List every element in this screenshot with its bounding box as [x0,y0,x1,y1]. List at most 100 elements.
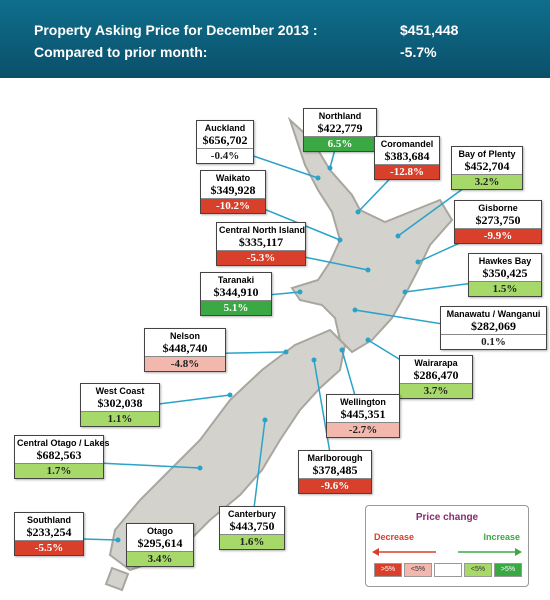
region-price: $378,485 [312,463,358,477]
leader-dot [365,267,371,273]
region-price: $286,470 [413,368,459,382]
region-name: Canterbury [227,509,276,519]
region-price: $350,425 [482,266,528,280]
region-box: Bay of Plenty $452,704 3.2% [451,146,523,190]
leader-dot [339,347,345,353]
region-change: 3.7% [400,383,472,398]
region-box: Taranaki $344,910 5.1% [200,272,272,316]
legend-key: >5% [374,563,402,577]
region-name: Wellington [340,397,386,407]
region-name: Southland [27,515,71,525]
leader-dot [283,349,289,355]
region-price: $344,910 [213,285,259,299]
region-box: Southland $233,254 -5.5% [14,512,84,556]
region-change: -9.9% [455,228,541,243]
region-box: Coromandel $383,684 -12.8% [374,136,440,180]
legend-decrease: Decrease [374,532,415,542]
legend-key: >5% [494,563,522,577]
region-box: Wellington $445,351 -2.7% [326,394,400,438]
header-title: Property Asking Price for December 2013 … [34,22,318,38]
legend-title: Price change [415,512,479,523]
region-price: $233,254 [26,525,72,539]
leader-dot [352,307,358,313]
leader-dot [337,237,343,243]
region-box: Gisborne $273,750 -9.9% [454,200,542,244]
region-price: $422,779 [317,121,363,135]
region-change: 1.5% [469,281,541,296]
header-change: -5.7% [400,44,437,60]
legend-key: <5% [404,563,432,577]
leader-dot [402,289,408,295]
region-change: -4.8% [145,356,225,371]
region-box: Hawkes Bay $350,425 1.5% [468,253,542,297]
region-name: Nelson [169,331,200,341]
region-box: Auckland $656,702 -0.4% [196,120,254,164]
region-change: -2.7% [327,422,399,437]
region-change: 3.4% [127,551,193,566]
leader-dot [197,465,203,471]
leader-dot [262,417,268,423]
region-box: Central Otago / Lakes $682,563 1.7% [14,435,110,479]
region-box: Canterbury $443,750 1.6% [219,506,285,550]
region-name: Central North Island [219,225,306,235]
region-name: Marlborough [307,453,363,463]
region-price: $273,750 [475,213,521,227]
north-island [287,116,454,354]
region-price: $335,117 [238,235,284,249]
region-name: Auckland [204,123,246,133]
region-name: Northland [318,111,362,121]
region-box: Central North Island $335,117 -5.3% [216,222,306,266]
region-change: -12.8% [375,164,439,179]
region-price: $682,563 [36,448,82,462]
region-price: $383,684 [384,149,430,163]
region-change: -9.6% [299,478,371,493]
region-price: $349,928 [210,183,256,197]
legend-arrows [372,548,522,556]
region-change: 5.1% [201,300,271,315]
region-change: 0.1% [441,334,546,349]
region-price: $443,750 [229,519,275,533]
region-price: $448,740 [162,341,208,355]
region-price: $445,351 [340,407,386,421]
region-box: Marlborough $378,485 -9.6% [298,450,372,494]
region-name: Coromandel [380,139,434,149]
region-name: Wairarapa [414,358,458,368]
region-price: $656,702 [202,133,248,147]
region-name: Waikato [215,173,251,183]
header-value: $451,448 [400,22,459,38]
region-name: Otago [147,526,173,536]
leader-dot [365,337,371,343]
region-price: $295,614 [137,536,183,550]
region-box: Waikato $349,928 -10.2% [200,170,266,214]
region-box: Nelson $448,740 -4.8% [144,328,226,372]
region-change: 3.2% [452,174,522,189]
header: Property Asking Price for December 2013 … [0,0,550,78]
leader-dot [327,165,333,171]
region-price: $302,038 [97,396,143,410]
region-price: $282,069 [471,319,516,333]
region-name: Gisborne [478,203,518,213]
region-change: -5.5% [15,540,83,555]
leader-dot [315,175,321,181]
region-box: Otago $295,614 3.4% [126,523,194,567]
region-price: $452,704 [464,159,510,173]
leader-dot [115,537,121,543]
header-subtitle: Compared to prior month: [34,44,208,60]
legend-key [434,563,462,577]
leader-dot [415,259,421,265]
leader-dot [395,233,401,239]
stewart-island [104,566,130,592]
region-change: -0.4% [197,148,253,163]
region-name: Hawkes Bay [478,256,532,266]
region-box: Northland $422,779 6.5% [303,108,377,152]
region-change: -10.2% [201,198,265,213]
region-name: Manawatu / Wanganui [446,309,541,319]
region-name: Bay of Plenty [458,149,516,159]
region-name: Taranaki [217,275,255,285]
leader-dot [297,289,303,295]
legend-key: <5% [464,563,492,577]
region-box: Manawatu / Wanganui $282,069 0.1% [440,306,547,350]
leader-dot [311,357,317,363]
